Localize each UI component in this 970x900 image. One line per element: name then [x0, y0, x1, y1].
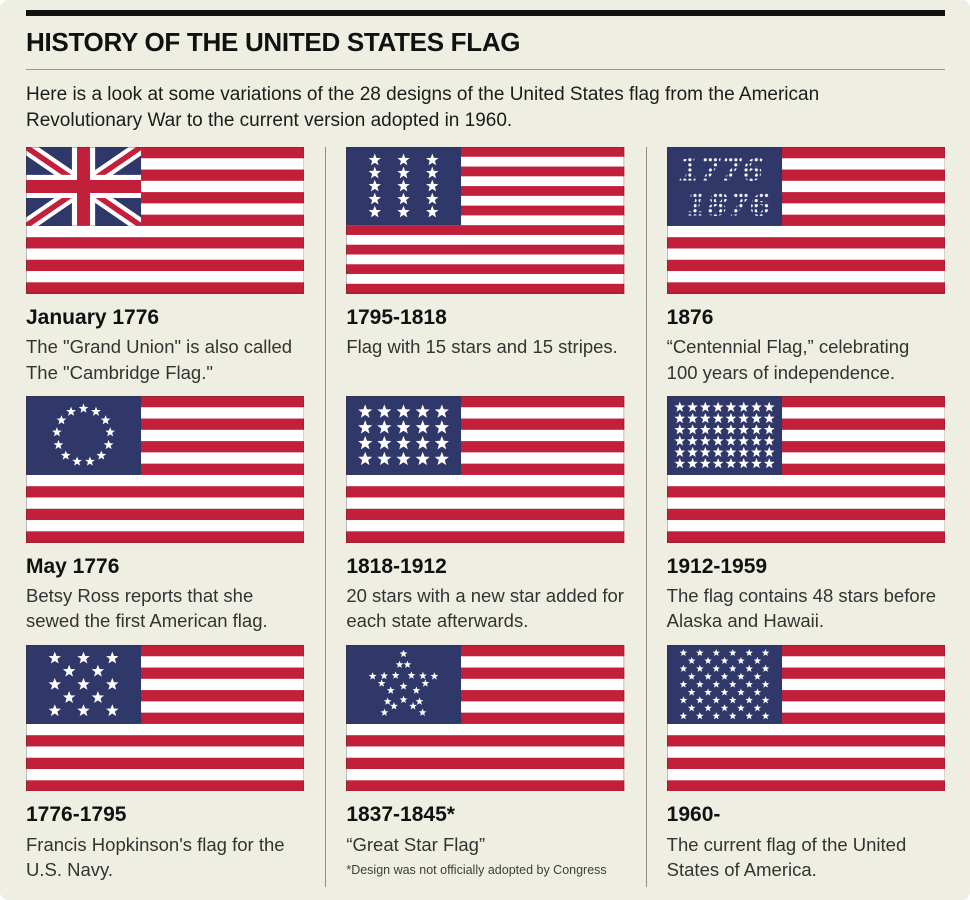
description: Flag with 15 stars and 15 stripes. [346, 336, 618, 357]
date-label: 1776-1795 [26, 803, 127, 827]
flag-image-20-stars [346, 396, 625, 543]
flag-cell-great-star: 1837-1845* “Great Star Flag” *Design was… [346, 644, 625, 883]
flag-image-centennial: 1776 1876 [666, 147, 945, 294]
flag-cell-48-stars: 1912-1959 The flag contains 48 stars bef… [667, 396, 945, 634]
date-label: 1795-1818 [346, 305, 447, 329]
date-label: May 1776 [26, 554, 120, 578]
flag-image-hopkinson [26, 644, 305, 792]
description: The "Grand Union" is also called The "Ca… [26, 336, 293, 383]
flag-image-48-stars [666, 396, 945, 543]
flag-cell-centennial: 1776 1876 1876 “Centennial Flag,” celebra… [667, 147, 945, 385]
top-rule [26, 10, 945, 16]
description: “Great Star Flag” [346, 833, 486, 855]
title-rule [26, 69, 945, 70]
flag-cell-50-stars: 1960- The current flag of the United Sta… [666, 644, 945, 883]
footnote: *Design was not officially adopted by Co… [346, 863, 607, 878]
flag-image-great-star [346, 644, 625, 792]
flag-cell-grand-union: January 1776 The "Grand Union" is also c… [26, 147, 305, 385]
flag-cell-15-stars: 1795-1818 Flag with 15 stars and 15 stri… [346, 147, 625, 385]
description: The flag contains 48 stars before Alaska… [666, 584, 937, 632]
flag-cell-betsy-ross: May 1776 Betsy Ross reports that she sew… [26, 396, 305, 634]
date-label: 1912-1959 [666, 554, 768, 578]
description: “Centennial Flag,” celebrating 100 years… [666, 336, 910, 383]
flag-image-50-stars [666, 644, 945, 792]
flag-grid: January 1776 The "Grand Union" is also c… [26, 147, 945, 887]
date-label: 1960- [666, 803, 721, 827]
description: Betsy Ross reports that she sewed the fi… [26, 584, 268, 632]
description: The current flag of the United States of… [666, 833, 907, 881]
date-label: 1837-1845* [346, 803, 455, 827]
page-title: HISTORY OF THE UNITED STATES FLAG [26, 27, 521, 57]
column-divider-2 [646, 147, 647, 887]
flag-cell-hopkinson: 1776-1795 Francis Hopkinson's flag for t… [26, 644, 305, 883]
date-label: 1876 [666, 305, 714, 329]
intro-text: Here is a look at some variations of the… [26, 84, 820, 131]
description: 20 stars with a new star added for each … [346, 584, 624, 632]
svg-text:1876: 1876 [685, 189, 770, 224]
flag-image-betsy-ross [26, 396, 305, 543]
date-label: January 1776 [26, 305, 160, 329]
description: Francis Hopkinson's flag for the U.S. Na… [26, 833, 285, 881]
flag-image-15-stars [346, 147, 625, 294]
column-divider-1 [325, 147, 326, 887]
flag-cell-20-stars: 1818-1912 20 stars with a new star added… [346, 396, 625, 634]
flag-image-grand-union [26, 147, 305, 294]
svg-text:1776: 1776 [678, 154, 763, 189]
date-label: 1818-1912 [346, 554, 447, 578]
